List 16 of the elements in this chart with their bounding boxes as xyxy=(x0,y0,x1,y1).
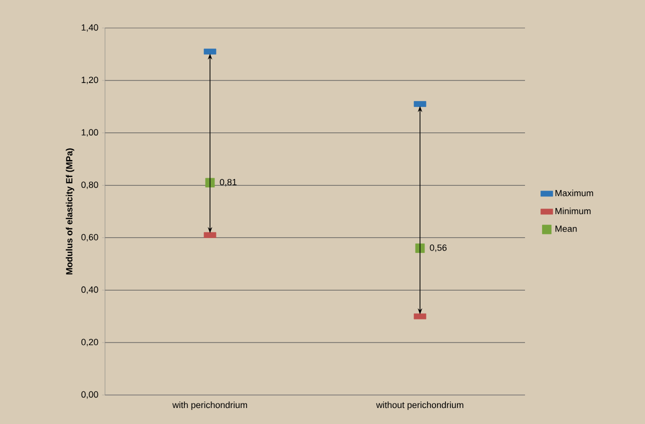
legend-label: Minimum xyxy=(556,208,591,214)
y-tick-label: 0,80 xyxy=(81,182,98,189)
y-tick-label: 0,40 xyxy=(81,286,98,294)
y-axis-title: Modulus of elasticity Ef (MPa) xyxy=(66,148,74,274)
y-tick-label: 1,20 xyxy=(82,76,98,84)
y-tick-label: 0,00 xyxy=(81,391,98,399)
data-label: 0,81 xyxy=(220,178,237,186)
y-tick-label: 0,20 xyxy=(81,338,98,346)
y-tick-label: 0,60 xyxy=(81,234,98,242)
y-tick-label: 1,00 xyxy=(82,129,98,137)
x-tick-label: without perichondrium xyxy=(376,402,464,410)
y-tick-label: 1,40 xyxy=(82,24,98,32)
data-label: 0,56 xyxy=(430,244,447,252)
legend-label: Mean xyxy=(556,226,577,232)
legend-label: Maximum xyxy=(556,190,594,196)
x-tick-label: with perichondrium xyxy=(172,402,248,410)
